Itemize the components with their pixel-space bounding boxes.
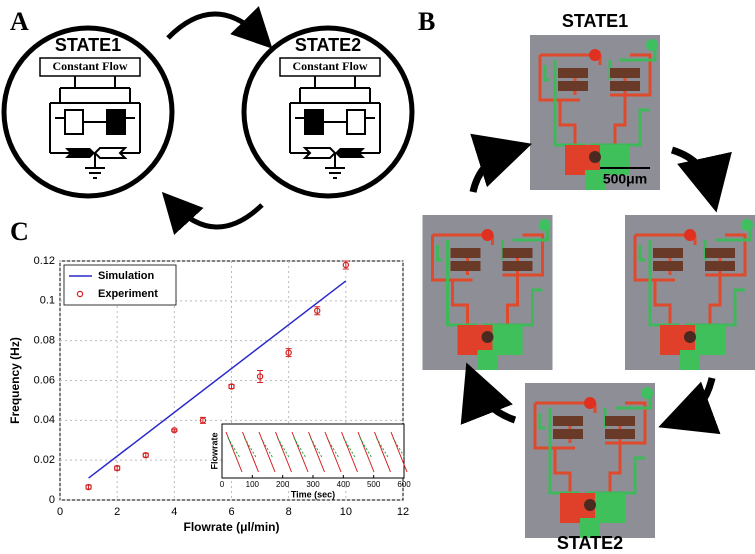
chart: 0 2 4 6 8 10 12 0 0.02 0.04 0.06 0.08 0.1 0.12 Flowrat… xyxy=(8,255,411,534)
inset-tick-label: 500 xyxy=(367,480,381,489)
chip-photo xyxy=(423,215,553,370)
x-tick-label: 8 xyxy=(286,506,292,518)
source-label: Constant Flow xyxy=(52,59,127,73)
panel-label: A xyxy=(10,7,29,36)
cycle-arrow xyxy=(672,150,712,192)
y-tick-label: 0.02 xyxy=(34,454,55,466)
source-label: Constant Flow xyxy=(292,59,367,73)
x-axis-label: Flowrate (μl/min) xyxy=(183,520,279,534)
inset-tick-label: 600 xyxy=(397,480,411,489)
inset-tick-label: 300 xyxy=(306,480,320,489)
cycle-arrow xyxy=(473,150,512,192)
inset-tick-label: 400 xyxy=(337,480,351,489)
scale-label: 500μm xyxy=(603,171,647,187)
legend-label: Experiment xyxy=(98,288,158,300)
circuit xyxy=(50,76,140,178)
y-tick-label: 0.04 xyxy=(34,414,55,426)
y-tick-label: 0.12 xyxy=(34,255,55,267)
state-name: STATE1 xyxy=(562,11,628,31)
chip-photo xyxy=(625,215,755,370)
x-tick-label: 0 xyxy=(57,506,63,518)
inset-y-label: Flowrate xyxy=(209,432,219,469)
legend-label: Simulation xyxy=(98,270,155,282)
state-name: STATE1 xyxy=(55,35,121,55)
chip-photo xyxy=(530,35,660,190)
y-axis-label: Frequency (Hz) xyxy=(8,337,22,424)
chip-photo xyxy=(525,383,655,538)
y-tick-label: 0.08 xyxy=(34,335,55,347)
x-tick-label: 10 xyxy=(340,506,352,518)
inset-tick-label: 0 xyxy=(220,480,225,489)
circuit xyxy=(290,76,380,178)
cycle-arrow xyxy=(678,378,712,420)
y-tick-label: 0.1 xyxy=(40,295,55,307)
x-tick-label: 2 xyxy=(114,506,120,518)
transition-arrow xyxy=(172,203,262,227)
inset-x-label: Time (sec) xyxy=(291,489,335,499)
panel-label: B xyxy=(418,7,435,36)
transition-arrow xyxy=(168,14,262,38)
state-name: STATE2 xyxy=(557,533,623,553)
x-tick-label: 12 xyxy=(397,506,409,518)
inset-tick-label: 100 xyxy=(246,480,260,489)
state-name: STATE2 xyxy=(295,35,361,55)
panel-label: C xyxy=(10,217,29,246)
inset-tick-label: 200 xyxy=(276,480,290,489)
inset-area xyxy=(222,424,404,478)
y-tick-label: 0 xyxy=(49,494,55,506)
y-tick-label: 0.06 xyxy=(34,374,55,386)
x-tick-label: 6 xyxy=(228,506,234,518)
cycle-arrow xyxy=(474,382,515,420)
figure: A STATE1 STATE2 Constant Flow Constant F… xyxy=(0,0,755,554)
x-tick-label: 4 xyxy=(171,506,177,518)
